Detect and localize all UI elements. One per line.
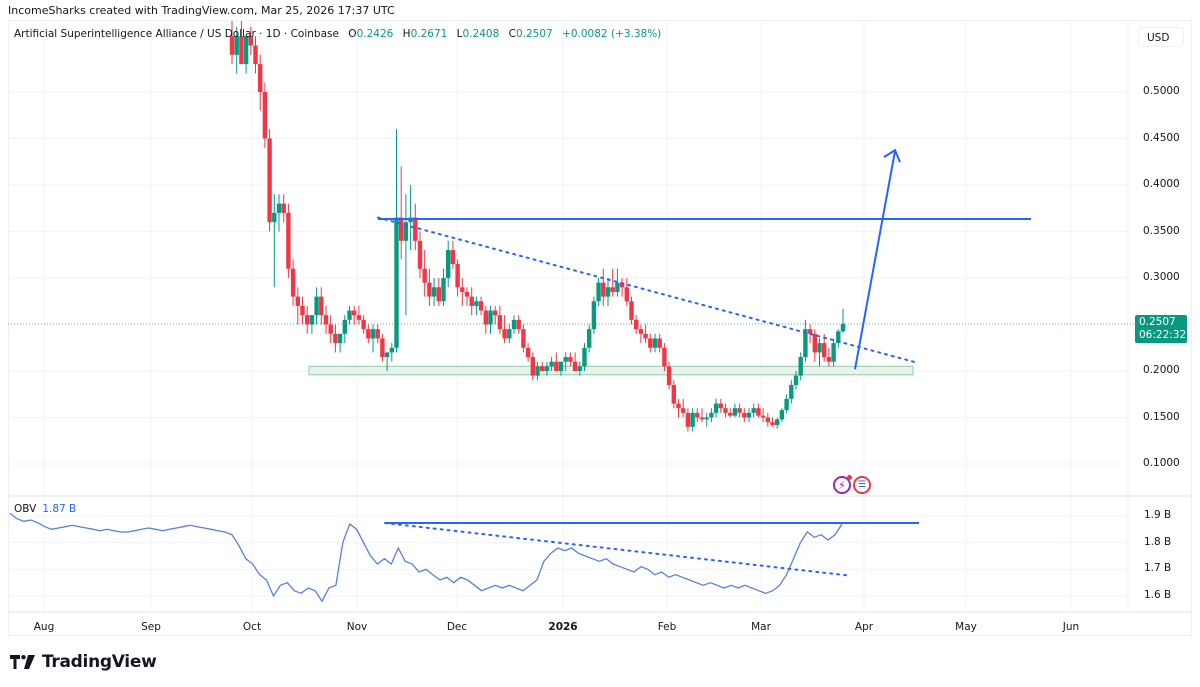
price-axis-label: 0.2000 <box>1143 364 1180 376</box>
open-label: O <box>348 28 357 40</box>
obv-trend-drawings <box>384 522 919 577</box>
obv-axis-label: 1.7 B <box>1144 562 1172 575</box>
high-label: H <box>402 28 411 40</box>
currency-button[interactable]: USD <box>1138 27 1184 47</box>
pane-divider <box>8 21 1192 613</box>
change-value: +0.0082 (+3.38%) <box>562 28 662 40</box>
low-value: 0.2408 <box>462 28 500 40</box>
support-zone-rectangle <box>308 365 914 376</box>
time-axis-label: Aug <box>33 621 55 633</box>
lightning-event-icon[interactable]: ⚡ <box>833 475 852 494</box>
symbol-legend[interactable]: Artificial Superintelligence Alliance / … <box>14 28 661 40</box>
time-axis-label: Feb <box>657 621 677 633</box>
price-axis-label: 0.3000 <box>1143 271 1180 283</box>
us-flag-event-icon[interactable]: ☰ <box>853 476 871 494</box>
bar-countdown: 06:22:32 <box>1139 329 1187 341</box>
price-axis-label: 0.5000 <box>1143 85 1180 97</box>
price-axis-label: 0.4000 <box>1143 178 1180 190</box>
time-axis-label: 2026 <box>548 621 578 633</box>
time-axis-label: May <box>955 621 977 633</box>
grid-lines <box>8 21 1130 612</box>
obv-axis-label: 1.9 B <box>1144 509 1172 521</box>
time-axis-label: Jun <box>1062 621 1080 633</box>
trend-drawings <box>377 148 1031 370</box>
high-value: 0.2671 <box>410 28 448 40</box>
obv-axis-label: 1.8 B <box>1144 535 1172 548</box>
price-axis-label: 0.1500 <box>1143 410 1180 423</box>
time-axis-label: Oct <box>242 621 262 633</box>
chart-frame[interactable] <box>8 20 1192 636</box>
last-price-value: 0.2507 <box>1139 316 1176 328</box>
time-axis-label: Apr <box>854 621 874 633</box>
time-axis-label: Nov <box>346 621 368 633</box>
time-axis-label: Mar <box>751 621 771 633</box>
obv-value: 1.87 B <box>42 503 77 515</box>
obv-label: OBV <box>14 503 37 515</box>
tradingview-wordmark: TradingView <box>42 652 157 672</box>
obv-legend[interactable]: OBV 1.87 B <box>14 503 76 515</box>
last-price-tag: 0.2507 06:22:32 <box>1135 315 1187 343</box>
close-label: C <box>508 28 516 40</box>
price-axis-label: 0.4500 <box>1143 131 1180 144</box>
open-value: 0.2426 <box>356 28 394 40</box>
chart-attribution: IncomeSharks created with TradingView.co… <box>8 4 395 17</box>
price-axis-label: 0.1000 <box>1143 457 1180 469</box>
obv-line-series <box>9 512 843 603</box>
low-label: L <box>456 28 463 40</box>
time-axis-label: Sep <box>141 621 161 633</box>
symbol-name[interactable]: Artificial Superintelligence Alliance / … <box>14 28 339 40</box>
close-value: 0.2507 <box>515 28 553 40</box>
obv-axis-label: 1.6 B <box>1144 589 1172 601</box>
time-axis-label: Dec <box>446 621 468 633</box>
price-axis-label: 0.3500 <box>1143 224 1180 237</box>
event-markers[interactable]: ⚡ ☰ <box>833 475 871 494</box>
tradingview-logo-icon <box>10 655 35 669</box>
tradingview-logo[interactable]: TradingView <box>10 652 157 672</box>
